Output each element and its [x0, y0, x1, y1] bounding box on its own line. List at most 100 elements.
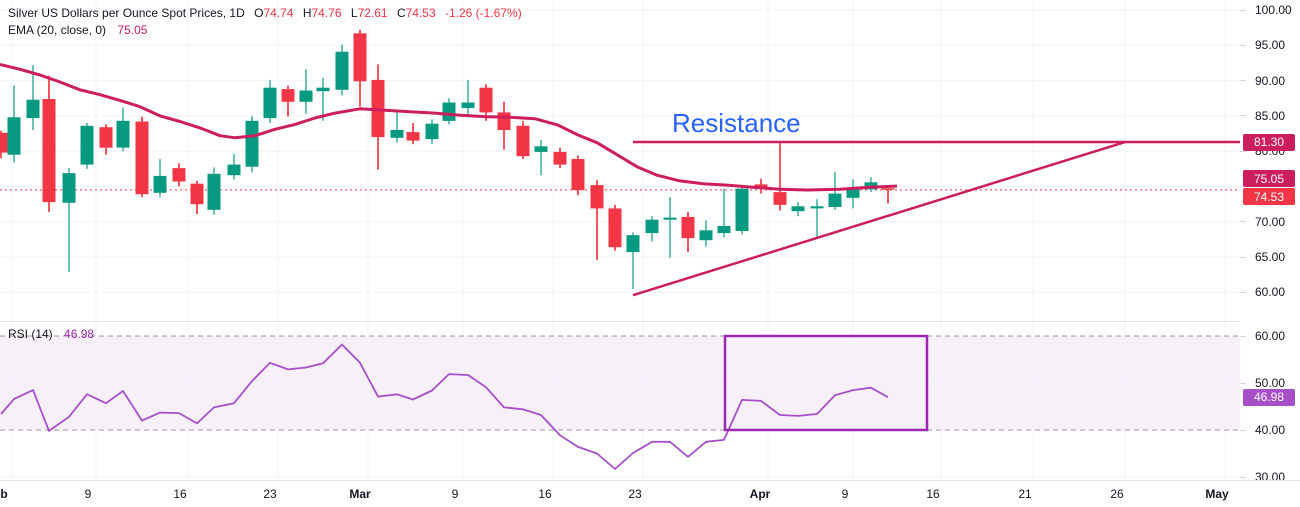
- price-axis-tick-mark: [1240, 256, 1246, 258]
- price-badge: 75.05: [1243, 170, 1295, 188]
- ema-line[interactable]: [0, 62, 898, 192]
- time-axis[interactable]: b 9 16 23 Mar 9 16 23 Apr 9 16 21 26 May: [0, 480, 1300, 507]
- time-axis-label: 16: [926, 487, 940, 501]
- candle: [461, 102, 475, 109]
- candle: [534, 146, 548, 152]
- resistance-annotation-label[interactable]: Resistance: [672, 108, 801, 138]
- candle: [190, 183, 204, 205]
- price-axis-tick-mark: [1240, 115, 1246, 117]
- price-axis-tick-mark: [1240, 291, 1246, 293]
- candle: [245, 120, 259, 167]
- candle: [299, 90, 313, 102]
- price-axis-tick-mark: [1240, 9, 1246, 11]
- candle: [828, 193, 842, 207]
- candle: [263, 87, 277, 119]
- candle: [425, 123, 439, 140]
- time-axis-label: 16: [173, 487, 187, 501]
- candle: [153, 175, 167, 193]
- candle: [316, 87, 330, 92]
- price-axis-tick-mark: [1240, 150, 1246, 152]
- time-axis-label: b: [0, 487, 8, 501]
- candle: [26, 99, 40, 119]
- price-axis-tick-mark: [1240, 80, 1246, 82]
- candle: [353, 33, 367, 82]
- candle: [608, 208, 622, 248]
- candle: [881, 188, 895, 190]
- candle: [735, 188, 749, 231]
- rsi-annotation-box[interactable]: [723, 334, 929, 432]
- time-axis-label: Mar: [349, 487, 371, 501]
- high-value: 74.76: [311, 6, 342, 20]
- rsi-axis-tick-mark: [1240, 476, 1246, 478]
- candle: [227, 164, 241, 176]
- candle: [846, 187, 860, 198]
- rsi-axis-tick: 40.00: [1255, 423, 1286, 437]
- rsi-grid-layer: [0, 322, 1240, 480]
- candle: [116, 120, 130, 148]
- symbol-title: Silver US Dollars per Ounce Spot Prices,…: [8, 6, 245, 20]
- open-label: O: [254, 6, 264, 20]
- rsi-axis-tick: 60.00: [1255, 329, 1286, 343]
- low-label: L: [350, 6, 358, 20]
- candle: [442, 102, 456, 121]
- pane-separator[interactable]: [0, 321, 1300, 322]
- ema-label: EMA (20, close, 0): [8, 23, 107, 37]
- time-axis-label: 9: [841, 487, 849, 501]
- candle: [207, 173, 221, 210]
- ema-legend[interactable]: EMA (20, close, 0) 75.05: [8, 23, 147, 37]
- candle: [135, 121, 149, 195]
- rsi-axis-tick: 50.00: [1255, 376, 1286, 390]
- rsi-value: 46.98: [64, 327, 95, 341]
- candle: [406, 132, 420, 141]
- time-axis-label: May: [1205, 487, 1229, 501]
- price-axis[interactable]: 100.00 95.00 90.00 85.00 80.00 70.00 65.00 60.0…: [1240, 0, 1300, 484]
- rsi-line[interactable]: [0, 343, 889, 470]
- rsi-axis-tick-mark: [1240, 382, 1246, 384]
- price-axis-tick: 95.00: [1255, 38, 1286, 53]
- candle: [516, 125, 530, 157]
- high-label: H: [302, 6, 312, 20]
- rsi-label: RSI (14): [8, 327, 53, 341]
- candle: [699, 230, 713, 241]
- candle: [754, 184, 768, 188]
- rsi-axis-tick-mark: [1240, 335, 1246, 337]
- time-axis-label: Apr: [749, 487, 771, 501]
- price-axis-tick-mark: [1240, 44, 1246, 46]
- candle: [7, 117, 21, 155]
- candle: [663, 217, 677, 220]
- time-axis-label: 21: [1018, 487, 1032, 501]
- candle: [553, 151, 567, 165]
- candle: [479, 87, 493, 113]
- rsi-badge: 46.98: [1243, 388, 1295, 406]
- candle: [62, 173, 76, 203]
- time-axis-label: 23: [628, 487, 642, 501]
- candle: [791, 206, 805, 212]
- candles-layer[interactable]: [0, 29, 895, 289]
- symbol-legend[interactable]: Silver US Dollars per Ounce Spot Prices,…: [8, 6, 522, 20]
- rsi-legend[interactable]: RSI (14) 46.98: [8, 327, 94, 341]
- candle: [42, 99, 56, 203]
- price-axis-tick: 90.00: [1255, 73, 1286, 88]
- change-value: -1.26 (-1.67%): [444, 6, 522, 20]
- time-axis-label: 26: [1110, 487, 1124, 501]
- time-axis-label: 9: [84, 487, 92, 501]
- time-axis-label: 9: [451, 487, 459, 501]
- price-axis-tick: 60.00: [1255, 285, 1286, 300]
- price-badge: 81.30: [1243, 133, 1295, 151]
- ema-value: 75.05: [117, 23, 148, 37]
- candle: [390, 130, 404, 138]
- candle: [681, 216, 695, 239]
- price-pane[interactable]: [0, 0, 1240, 321]
- ascending-trendline[interactable]: [632, 140, 1126, 297]
- candle: [590, 185, 604, 209]
- close-value: 74.53: [405, 6, 436, 20]
- candle: [172, 168, 186, 182]
- candle: [335, 51, 349, 90]
- candle: [810, 206, 824, 209]
- candle: [571, 159, 585, 191]
- rsi-pane[interactable]: [0, 322, 1240, 480]
- time-axis-label: 23: [263, 487, 277, 501]
- candle: [80, 125, 94, 165]
- price-axis-tick: 70.00: [1255, 214, 1286, 229]
